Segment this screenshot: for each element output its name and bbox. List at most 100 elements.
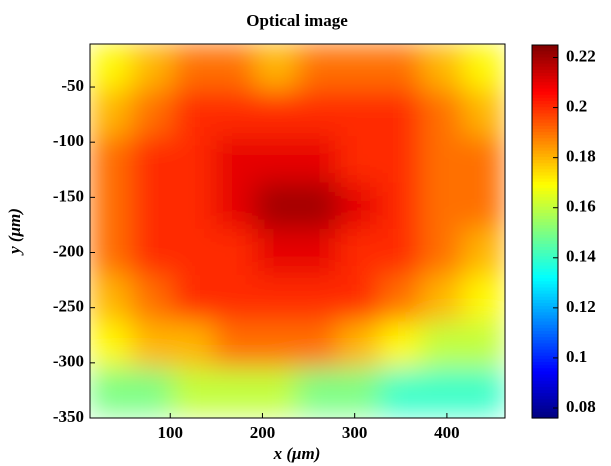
- x-tick-label: 100: [157, 423, 183, 442]
- colorbar-band: [532, 306, 558, 310]
- colorbar-band: [532, 150, 558, 155]
- y-tick-label: -100: [53, 131, 84, 150]
- colorbar-band: [532, 147, 558, 152]
- heatmap-cell: [130, 44, 174, 91]
- heatmap-cell: [255, 89, 298, 138]
- colorbar-band: [532, 296, 558, 301]
- colorbar-band: [532, 191, 558, 195]
- colorbar-band: [532, 315, 558, 320]
- colorbar-band: [532, 88, 558, 93]
- colorbar-band: [532, 144, 558, 149]
- heatmap-cell: [255, 367, 298, 416]
- colorbar-tick-label: 0.12: [566, 297, 596, 316]
- colorbar-tick-label: 0.2: [566, 96, 587, 115]
- colorbar-band: [532, 194, 558, 198]
- heatmap-cell: [130, 89, 174, 138]
- colorbar-band: [532, 259, 558, 264]
- colorbar-band: [532, 262, 558, 267]
- colorbar-band: [532, 355, 558, 360]
- heatmap-cell: [172, 228, 215, 277]
- colorbar-band: [532, 324, 558, 329]
- colorbar-band: [532, 104, 558, 108]
- colorbar-band: [532, 166, 558, 170]
- colorbar-band: [532, 169, 558, 174]
- heatmap-cell: [213, 44, 257, 91]
- heatmap-cell: [90, 89, 132, 138]
- colorbar-band: [532, 318, 558, 323]
- chart-title: Optical image: [246, 11, 348, 30]
- heatmap-cell: [462, 136, 505, 184]
- heatmap-cell: [255, 136, 298, 184]
- heatmap-cell: [421, 321, 464, 369]
- colorbar-tick-label: 0.14: [566, 247, 596, 266]
- colorbar-band: [532, 362, 558, 366]
- heatmap-cell: [421, 275, 464, 323]
- x-tick-label: 400: [434, 423, 460, 442]
- colorbar-tick-label: 0.08: [566, 397, 596, 416]
- colorbar-band: [532, 312, 558, 317]
- heatmap-cell: [462, 182, 505, 230]
- colorbar-band: [532, 172, 558, 177]
- colorbar-band: [532, 231, 558, 236]
- heatmap-cell: [130, 228, 174, 277]
- heatmap-cell: [213, 275, 257, 323]
- heatmap-cell: [379, 321, 423, 369]
- heatmap-cell: [130, 136, 174, 184]
- colorbar-band: [532, 91, 558, 96]
- y-tick-label: -250: [53, 297, 84, 316]
- colorbar-band: [532, 271, 558, 276]
- colorbar-band: [532, 309, 558, 313]
- colorbar-band: [532, 377, 558, 382]
- colorbar-band: [532, 72, 558, 77]
- colorbar-band: [532, 163, 558, 167]
- colorbar-band: [532, 349, 558, 354]
- heatmap-cell: [338, 44, 381, 91]
- colorbar-band: [532, 393, 558, 397]
- colorbar-band: [532, 256, 558, 261]
- heatmap-cell: [172, 321, 215, 369]
- colorbar-band: [532, 110, 558, 114]
- colorbar-band: [532, 368, 558, 372]
- heatmap-cell: [462, 367, 505, 416]
- colorbar-band: [532, 184, 558, 189]
- heatmap-cell: [90, 275, 132, 323]
- heatmap-cell: [338, 275, 381, 323]
- heatmap-cell: [379, 136, 423, 184]
- colorbar-band: [532, 411, 558, 416]
- colorbar-tick-label: 0.16: [566, 197, 596, 216]
- colorbar-band: [532, 321, 558, 326]
- colorbar-band: [532, 237, 558, 242]
- colorbar-band: [532, 153, 558, 158]
- colorbar-band: [532, 250, 558, 254]
- y-tick-label: -200: [53, 241, 84, 260]
- colorbar-band: [532, 138, 558, 142]
- heatmap-cell: [172, 89, 215, 138]
- colorbar-band: [532, 187, 558, 192]
- colorbar-band: [532, 358, 558, 363]
- colorbar-band: [532, 82, 558, 87]
- colorbar-band: [532, 405, 558, 410]
- colorbar-band: [532, 48, 558, 52]
- colorbar-band: [532, 160, 558, 164]
- heatmap-cell: [90, 44, 132, 91]
- heatmap-cell: [255, 228, 298, 277]
- colorbar-band: [532, 97, 558, 102]
- colorbar-band: [532, 330, 558, 335]
- colorbar-band: [532, 135, 558, 139]
- colorbar-band: [532, 116, 558, 121]
- colorbar-band: [532, 268, 558, 273]
- colorbar-band: [532, 290, 558, 295]
- heatmap-cell: [296, 44, 340, 91]
- colorbar-band: [532, 132, 558, 136]
- colorbar-band: [532, 265, 558, 270]
- heatmap-cell: [255, 182, 298, 230]
- heatmap-cell: [213, 182, 257, 230]
- heatmap-cell: [338, 367, 381, 416]
- colorbar-band: [532, 327, 558, 332]
- y-tick-label: -350: [53, 407, 84, 426]
- heatmap-cell: [379, 228, 423, 277]
- colorbar-band: [532, 402, 558, 407]
- heatmap-cell: [462, 89, 505, 138]
- heatmap-cell: [421, 367, 464, 416]
